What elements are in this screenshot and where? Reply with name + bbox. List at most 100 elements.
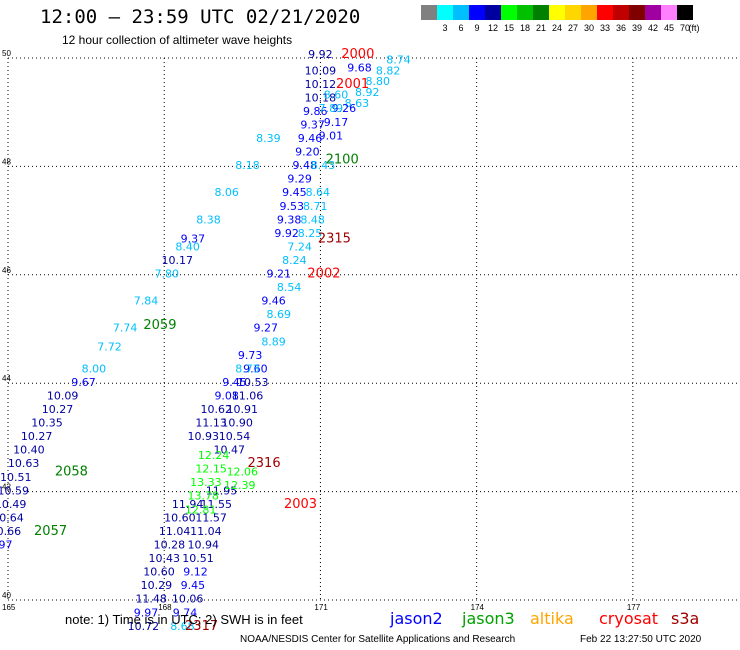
- x-tick-label: 168: [158, 603, 172, 612]
- data-point-label: 8.74: [386, 53, 411, 66]
- scale-swatch: [469, 5, 485, 20]
- scale-label: 12: [487, 23, 498, 33]
- pass-time-label: 2058: [55, 464, 88, 479]
- pass-time-label: 2316: [248, 456, 281, 471]
- data-point-label: 11.04: [159, 525, 191, 538]
- y-tick-label: 42: [2, 483, 11, 492]
- data-point-label: 10.51: [182, 552, 214, 565]
- data-point-label: 10.60: [164, 511, 196, 524]
- scale-label: 15: [503, 23, 514, 33]
- data-point-label: 10.94: [188, 539, 220, 552]
- data-point-label: 8.24: [282, 254, 307, 267]
- data-point-label: 10.53: [237, 376, 269, 389]
- data-point-label: 8.60: [324, 89, 349, 102]
- data-point-label: 10.18: [305, 91, 337, 104]
- data-point-label: 10.27: [42, 403, 74, 416]
- data-point-label: 8.82: [376, 64, 401, 77]
- data-point-label: 10.17: [161, 254, 193, 267]
- data-point-label: 8.92: [355, 86, 380, 99]
- data-point-label: 9.53: [280, 200, 305, 213]
- y-tick-label: 50: [2, 49, 11, 58]
- data-point-label: 10.27: [21, 430, 53, 443]
- data-point-label: 11.13: [195, 417, 227, 430]
- scale-swatch: [677, 5, 693, 20]
- legend-item-cryosat: cryosat: [599, 609, 659, 628]
- data-point-label: 10.43: [148, 552, 180, 565]
- data-point-label: 10.54: [219, 430, 251, 443]
- data-point-label: 8.06: [214, 186, 239, 199]
- scale-swatch: [645, 5, 661, 20]
- pass-time-label: 2100: [326, 153, 359, 168]
- data-point-label: 10.59: [0, 484, 29, 497]
- legend-item-jason2: jason2: [390, 609, 443, 628]
- data-point-label: 8.80: [365, 75, 390, 88]
- data-point-label: 10.12: [305, 78, 337, 91]
- scale-label: 70: [679, 23, 690, 33]
- scale-label: 9: [474, 23, 480, 33]
- data-point-label: 9.45: [282, 186, 307, 199]
- pass-time-label: 2057: [34, 524, 67, 539]
- data-point-label: 10.28: [154, 539, 186, 552]
- data-point-label: 11.06: [232, 389, 264, 402]
- y-tick-label: 46: [2, 266, 11, 275]
- x-tick-label: 177: [627, 603, 641, 612]
- data-point-label: 10.91: [227, 403, 259, 416]
- data-point-label: 10.35: [31, 417, 63, 430]
- data-point-label: 8.63: [345, 97, 370, 110]
- scale-label: 30: [583, 23, 594, 33]
- pass-time-label: 2000: [341, 47, 374, 62]
- data-point-label: 9.27: [254, 322, 279, 335]
- data-point-label: 12.39: [224, 479, 256, 492]
- scale-label: 6: [458, 23, 464, 33]
- pass-time-label: 2002: [307, 267, 340, 282]
- data-point-label: 11.48: [135, 593, 167, 606]
- data-point-label: 10.63: [8, 457, 40, 470]
- scale-label: 18: [519, 23, 530, 33]
- data-point-label: 9.20: [295, 146, 320, 159]
- footer-note: note: 1) Time is in UTC; 2) SWH is in fe…: [65, 612, 303, 627]
- data-point-label: 9.73: [238, 349, 263, 362]
- data-point-label: 11.57: [195, 511, 227, 524]
- legend-item-jason3: jason3: [462, 609, 515, 628]
- data-point-label: 9.74: [173, 606, 198, 619]
- data-point-label: 8.25: [298, 227, 323, 240]
- data-point-label: 8.00: [82, 362, 107, 375]
- data-point-label: 9.92: [308, 48, 333, 61]
- data-point-label: 9.17: [324, 116, 349, 129]
- data-point-label: 8.71: [303, 200, 328, 213]
- x-tick-label: 171: [314, 603, 328, 612]
- data-point-label: 9.45: [222, 376, 247, 389]
- data-point-label: 10.64: [0, 511, 24, 524]
- chart-title: 12:00 – 23:59 UTC 02/21/2020: [40, 6, 361, 28]
- data-point-label: 8.38: [196, 213, 221, 226]
- data-point-label: 10.62: [201, 403, 233, 416]
- scale-swatch: [517, 5, 533, 20]
- data-point-label: 9.60: [243, 362, 268, 375]
- data-point-label: 9.08: [214, 389, 239, 402]
- data-point-label: 10.09: [305, 64, 337, 77]
- data-point-label: 8.39: [256, 132, 281, 145]
- data-point-label: 9.37: [181, 232, 206, 245]
- data-point-label: 10.49: [0, 498, 26, 511]
- data-point-label: 12.06: [227, 465, 259, 478]
- y-tick-label: 48: [2, 157, 11, 166]
- footer-credit: NOAA/NESDIS Center for Satellite Applica…: [240, 634, 516, 645]
- data-point-label: 10.40: [13, 444, 45, 457]
- data-point-label: 8.54: [277, 281, 302, 294]
- scale-swatch: [533, 5, 549, 20]
- scale-unit: (ft): [688, 23, 700, 33]
- data-point-label: 9.97: [134, 606, 159, 619]
- data-point-label: 9.86: [303, 105, 328, 118]
- pass-time-label: 2317: [185, 619, 218, 634]
- data-point-label: 10.90: [221, 417, 253, 430]
- data-point-label: 11.95: [206, 484, 238, 497]
- scale-swatch: [485, 5, 501, 20]
- scale-swatch: [501, 5, 517, 20]
- data-point-label: 7.72: [97, 341, 122, 354]
- scale-swatch: [581, 5, 597, 20]
- scale-label: 3: [442, 23, 448, 33]
- data-point-label: 9.21: [267, 268, 292, 281]
- data-point-label: 13.78: [188, 490, 220, 503]
- data-point-label: 11.04: [190, 525, 222, 538]
